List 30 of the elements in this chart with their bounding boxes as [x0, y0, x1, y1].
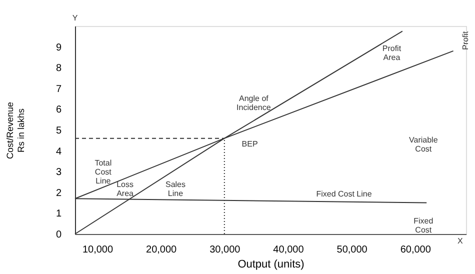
text: X [457, 236, 464, 246]
y-axis-title: Cost/Revenue Rs in lakhs [4, 102, 26, 160]
y-tick-label: 5 [56, 126, 62, 136]
annotation: Loss Area [116, 180, 134, 198]
annotation: Angle of Incidence [236, 94, 272, 112]
annotation: Sales Line [165, 180, 186, 198]
y-tick-label: 1 [56, 208, 62, 220]
y-tick-label: 0 [56, 230, 62, 240]
y-tick-label: 4 [56, 146, 62, 158]
x-tick-label: 60,000 [400, 244, 432, 256]
annotation: Fixed Cost Line [316, 189, 372, 198]
text: Y [72, 14, 78, 23]
y-tick-label: 8 [56, 63, 62, 74]
annotation: Total Cost Line [94, 158, 112, 186]
annotation: Profit [461, 30, 470, 50]
x-axis-title: Output (units) [238, 258, 304, 270]
annotation: Profit Area [382, 44, 402, 62]
y-tick-label: 3 [56, 167, 62, 178]
y-tick-label: 2 [56, 188, 62, 199]
x-tick-label: 10,000 [82, 244, 114, 256]
x-tick-label: 50,000 [336, 244, 368, 256]
x-tick-label: 30,000 [210, 244, 241, 256]
annotation: BEP [242, 140, 258, 149]
annotation: Variable Cost [409, 135, 438, 154]
x-tick-label: 40,000 [273, 244, 304, 256]
annotation: Fixed Cost [414, 216, 434, 235]
y-tick-label: 7 [56, 84, 62, 95]
y-tick-label: 6 [56, 104, 62, 116]
y-tick-label: 9 [56, 42, 62, 54]
x-tick-label: 20,000 [146, 244, 178, 256]
